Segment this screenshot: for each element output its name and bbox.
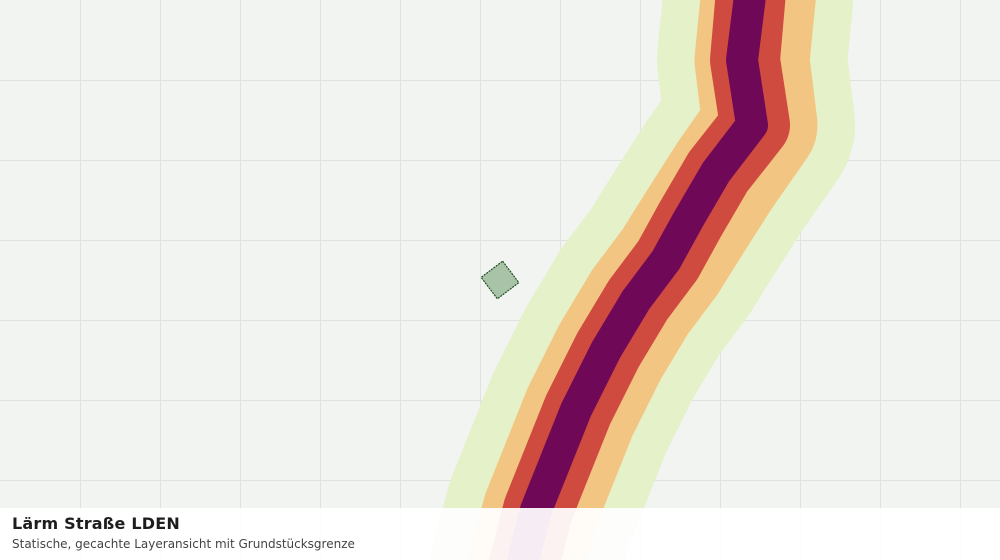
noise-band-very-high [506, 0, 768, 560]
noise-bands [429, 0, 855, 560]
info-panel: Lärm Straße LDEN Statische, gecachte Lay… [0, 508, 1000, 560]
layer-subtitle: Statische, gecachte Layeransicht mit Gru… [12, 537, 355, 551]
layer-title: Lärm Straße LDEN [12, 514, 180, 533]
parcel-boundary[interactable] [479, 259, 522, 302]
